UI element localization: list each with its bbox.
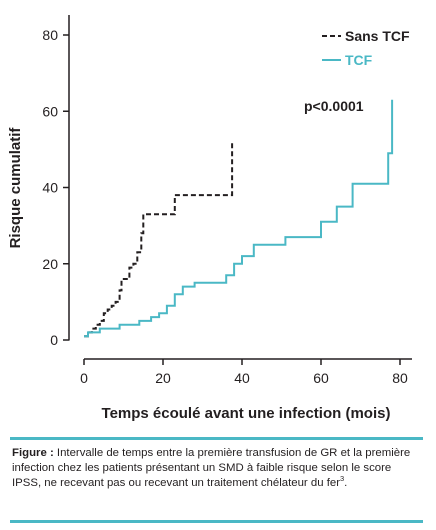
y-tick-label: 0 (50, 332, 58, 348)
x-tick-label: 40 (234, 370, 250, 386)
y-axis-title: Risque cumulatif (7, 127, 24, 249)
caption-label: Figure : (12, 447, 54, 459)
cumulative-risk-chart: 0 20 40 60 80 0 20 40 60 80 Sans TCF TCF p<0.0001… (7, 15, 412, 422)
caption-top-rule (10, 437, 423, 440)
x-tick-label: 60 (313, 370, 329, 386)
legend-label-sans-tcf: Sans TCF (345, 28, 410, 44)
axes: 0 20 40 60 80 0 20 40 60 80 (42, 15, 412, 386)
legend: Sans TCF TCF (322, 28, 410, 68)
y-tick-label: 40 (42, 180, 58, 196)
y-tick-label: 60 (42, 103, 58, 119)
p-value-annotation: p<0.0001 (304, 98, 364, 114)
caption-superscript: 3 (340, 474, 345, 484)
x-tick-label: 0 (80, 370, 88, 386)
caption-bottom-rule (10, 520, 423, 523)
x-axis-title: Temps écoulé avant une infection (mois) (102, 405, 391, 422)
series-line-tcf (84, 99, 394, 338)
x-tick-label: 20 (155, 370, 171, 386)
y-tick-label: 80 (42, 27, 58, 43)
caption-body: Intervalle de temps entre la première tr… (12, 447, 411, 490)
series-layer (84, 99, 394, 338)
series-line-sans-tcf (84, 141, 234, 338)
caption-text: Figure : Intervalle de temps entre la pr… (12, 446, 422, 492)
legend-label-tcf: TCF (345, 52, 373, 68)
caption-end: . (344, 477, 348, 490)
x-tick-label: 80 (392, 370, 408, 386)
y-tick-label: 20 (42, 256, 58, 272)
figure-caption: Figure : Intervalle de temps entre la pr… (10, 437, 423, 523)
